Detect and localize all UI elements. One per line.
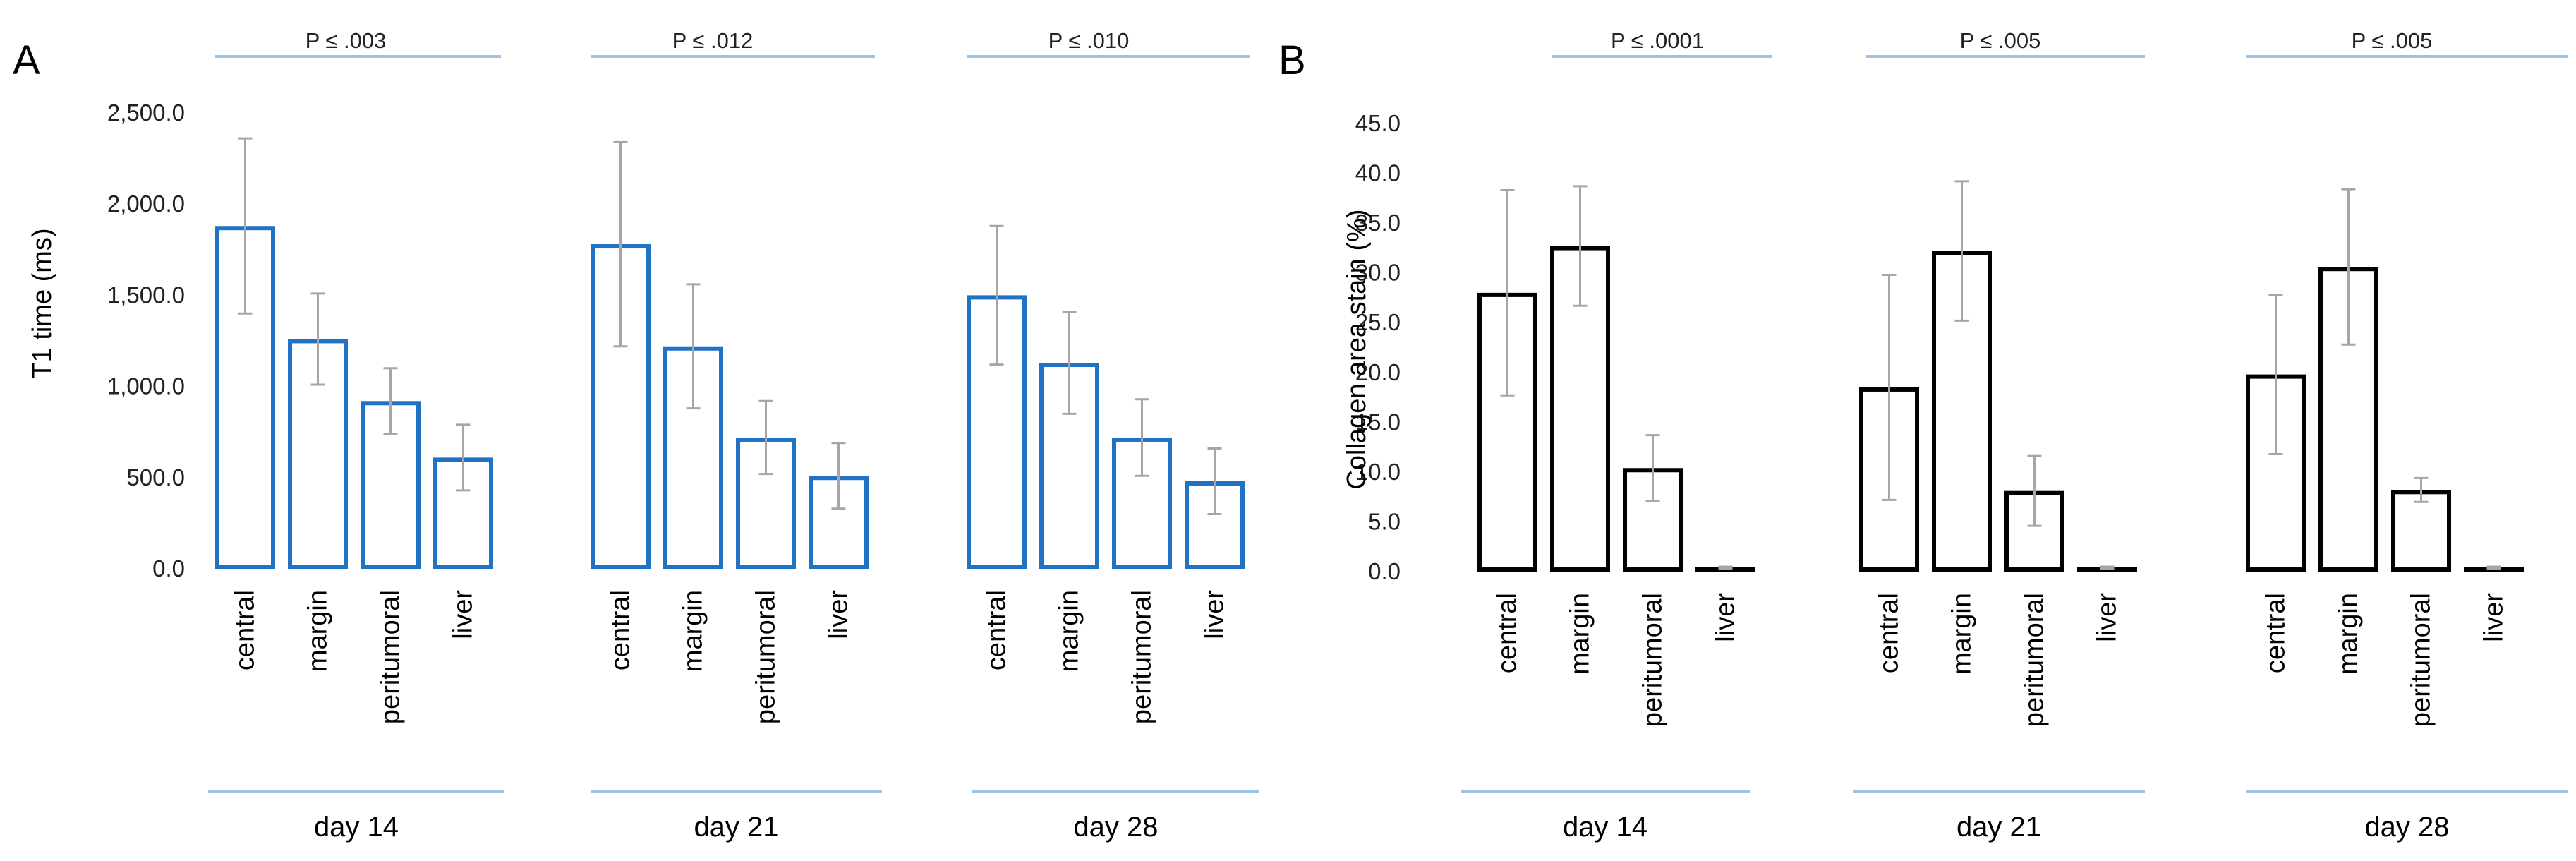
x-tick-label: peritumoral (1127, 590, 1157, 724)
x-tick-label: liver (449, 590, 478, 639)
x-tick-label: central (231, 590, 260, 670)
x-tick-label: peritumoral (751, 590, 781, 724)
day-group-label: day 21 (694, 812, 778, 843)
day-group-label: day 14 (314, 812, 399, 843)
x-tick-label: margin (679, 590, 708, 672)
y-tick-label: 2,000.0 (107, 191, 185, 217)
y-tick-label: 15.0 (1355, 409, 1401, 435)
p-value-label: P ≤ .003 (306, 28, 387, 53)
chart-panel-b: 0.0 5.0 10.0 15.0 20.0 25.0 30.0 35.0 40.0 45.0 Co… (1342, 28, 2568, 843)
x-tick-label: peritumoral (2020, 593, 2050, 727)
x-tick-label: liver (1711, 593, 1741, 642)
p-value-label: P ≤ .005 (1960, 28, 2041, 53)
y-tick-label: 40.0 (1355, 160, 1401, 186)
x-tick-label: peritumoral (2407, 593, 2436, 727)
day-group-label: day 28 (1073, 812, 1158, 843)
bar-margin (288, 339, 348, 569)
y-tick-label: 1,500.0 (107, 282, 185, 308)
day-group-label: day 14 (1563, 812, 1647, 843)
y-tick-label: 5.0 (1368, 508, 1401, 534)
x-tick-label: margin (303, 590, 333, 672)
x-tick-label: central (606, 590, 636, 670)
x-tick-label: margin (1055, 590, 1084, 672)
x-tick-label: peritumoral (1638, 593, 1668, 727)
panel-label-a: A (13, 37, 40, 83)
x-tick-label: margin (1947, 593, 1977, 675)
bar-peritumoral (2391, 490, 2451, 572)
y-tick-label: 500.0 (126, 464, 185, 490)
bar-central (967, 295, 1027, 569)
y-tick-label: 10.0 (1355, 459, 1401, 485)
y-tick-label: 0.0 (1368, 558, 1401, 584)
day-group-label: day 21 (1957, 812, 2041, 843)
y-axis-title: Collagen area stain (%) (1342, 209, 1372, 489)
p-value-label: P ≤ .005 (2352, 28, 2433, 53)
y-tick-label: 0.0 (152, 555, 185, 582)
y-tick-label: 45.0 (1355, 110, 1401, 136)
y-tick-label: 25.0 (1355, 309, 1401, 335)
x-tick-label: central (2261, 593, 2291, 673)
p-value-label: P ≤ .010 (1048, 28, 1130, 53)
x-tick-label: central (982, 590, 1012, 670)
x-tick-label: central (1875, 593, 1904, 673)
x-tick-label: peritumoral (376, 590, 406, 724)
x-tick-label: margin (2334, 593, 2364, 675)
x-tick-label: liver (824, 590, 854, 639)
x-tick-label: liver (2479, 593, 2509, 642)
day-group-label: day 28 (2364, 812, 2449, 843)
x-tick-label: liver (2093, 593, 2122, 642)
y-tick-label: 30.0 (1355, 260, 1401, 286)
chart-panel-a: 0.0 500.0 1,000.0 1,500.0 2,000.0 2,500.0 T1 t… (28, 28, 1259, 843)
panel-label-b: B (1278, 37, 1306, 83)
y-tick-label: 20.0 (1355, 359, 1401, 385)
x-tick-label: central (1493, 593, 1523, 673)
y-tick-label: 2,500.0 (107, 100, 185, 126)
x-tick-label: margin (1566, 593, 1595, 675)
x-tick-label: liver (1200, 590, 1230, 639)
p-value-label: P ≤ .0001 (1611, 28, 1704, 53)
y-axis-title: T1 time (ms) (28, 228, 57, 378)
y-tick-label: 35.0 (1355, 210, 1401, 236)
p-value-label: P ≤ .012 (672, 28, 754, 53)
y-tick-label: 1,000.0 (107, 373, 185, 399)
